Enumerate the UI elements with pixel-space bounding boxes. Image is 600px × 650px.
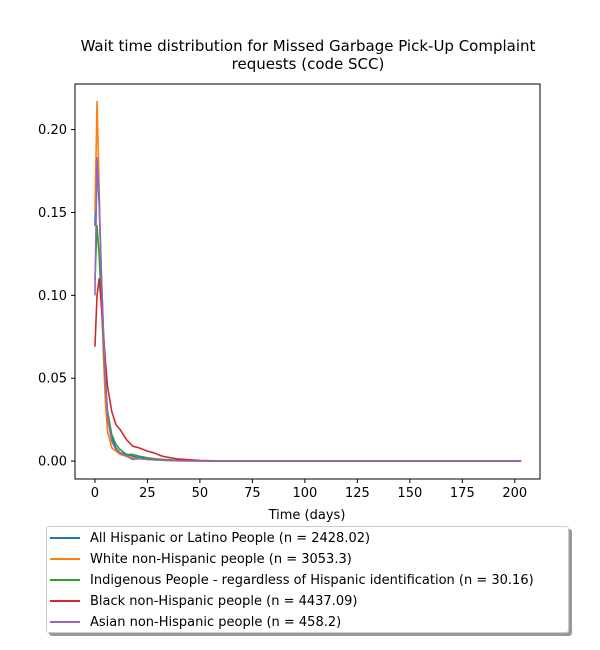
legend-label: All Hispanic or Latino People (n = 2428.… xyxy=(90,530,371,546)
y-tick-label: 0.15 xyxy=(38,206,67,221)
y-axis-ticks: 0.00 0.05 0.10 0.15 0.20 xyxy=(38,123,75,470)
y-tick-label: 0.10 xyxy=(38,289,67,304)
chart-title-line-1: Wait time distribution for Missed Garbag… xyxy=(80,37,536,55)
legend-item: White non-Hispanic people (n = 3053.3) xyxy=(47,549,352,569)
legend-label: Black non-Hispanic people (n = 4437.09) xyxy=(90,593,358,609)
x-tick-label: 150 xyxy=(397,486,422,501)
y-tick-label: 0.05 xyxy=(38,372,67,387)
x-axis-label: Time (days) xyxy=(268,508,346,523)
legend-label: Indigenous People - regardless of Hispan… xyxy=(90,572,534,588)
x-tick-label: 100 xyxy=(292,486,317,501)
chart-title-line-2: requests (code SCC) xyxy=(231,55,385,73)
legend-swatch xyxy=(50,621,80,623)
legend-item: Black non-Hispanic people (n = 4437.09) xyxy=(47,591,357,611)
series-line-1 xyxy=(94,100,522,462)
legend-item: Asian non-Hispanic people (n = 458.2) xyxy=(47,612,341,632)
series-layer xyxy=(94,100,522,462)
x-tick-label: 50 xyxy=(192,486,209,501)
plot-frame xyxy=(74,83,541,480)
series-line-4 xyxy=(94,156,522,462)
x-tick-label: 25 xyxy=(139,486,156,501)
y-tick-label: 0.00 xyxy=(38,455,67,470)
legend-swatch xyxy=(50,558,80,560)
series-line-3 xyxy=(94,277,522,462)
legend: All Hispanic or Latino People (n = 2428.… xyxy=(46,526,569,633)
x-tick-label: 200 xyxy=(502,486,527,501)
legend-label: White non-Hispanic people (n = 3053.3) xyxy=(90,551,352,567)
legend-swatch xyxy=(50,579,80,581)
x-tick-label: 175 xyxy=(450,486,475,501)
legend-swatch xyxy=(50,537,80,539)
legend-item: Indigenous People - regardless of Hispan… xyxy=(47,570,534,590)
x-tick-label: 0 xyxy=(91,486,99,501)
series-line-0 xyxy=(94,161,522,462)
series-line-2 xyxy=(94,224,522,462)
x-tick-label: 75 xyxy=(244,486,261,501)
x-axis-ticks: 0 25 50 75 100 125 150 175 200 xyxy=(91,479,527,501)
x-tick-label: 125 xyxy=(345,486,370,501)
legend-label: Asian non-Hispanic people (n = 458.2) xyxy=(90,614,342,630)
legend-item: All Hispanic or Latino People (n = 2428.… xyxy=(47,528,370,548)
y-tick-label: 0.20 xyxy=(38,123,67,138)
legend-swatch xyxy=(50,600,80,602)
